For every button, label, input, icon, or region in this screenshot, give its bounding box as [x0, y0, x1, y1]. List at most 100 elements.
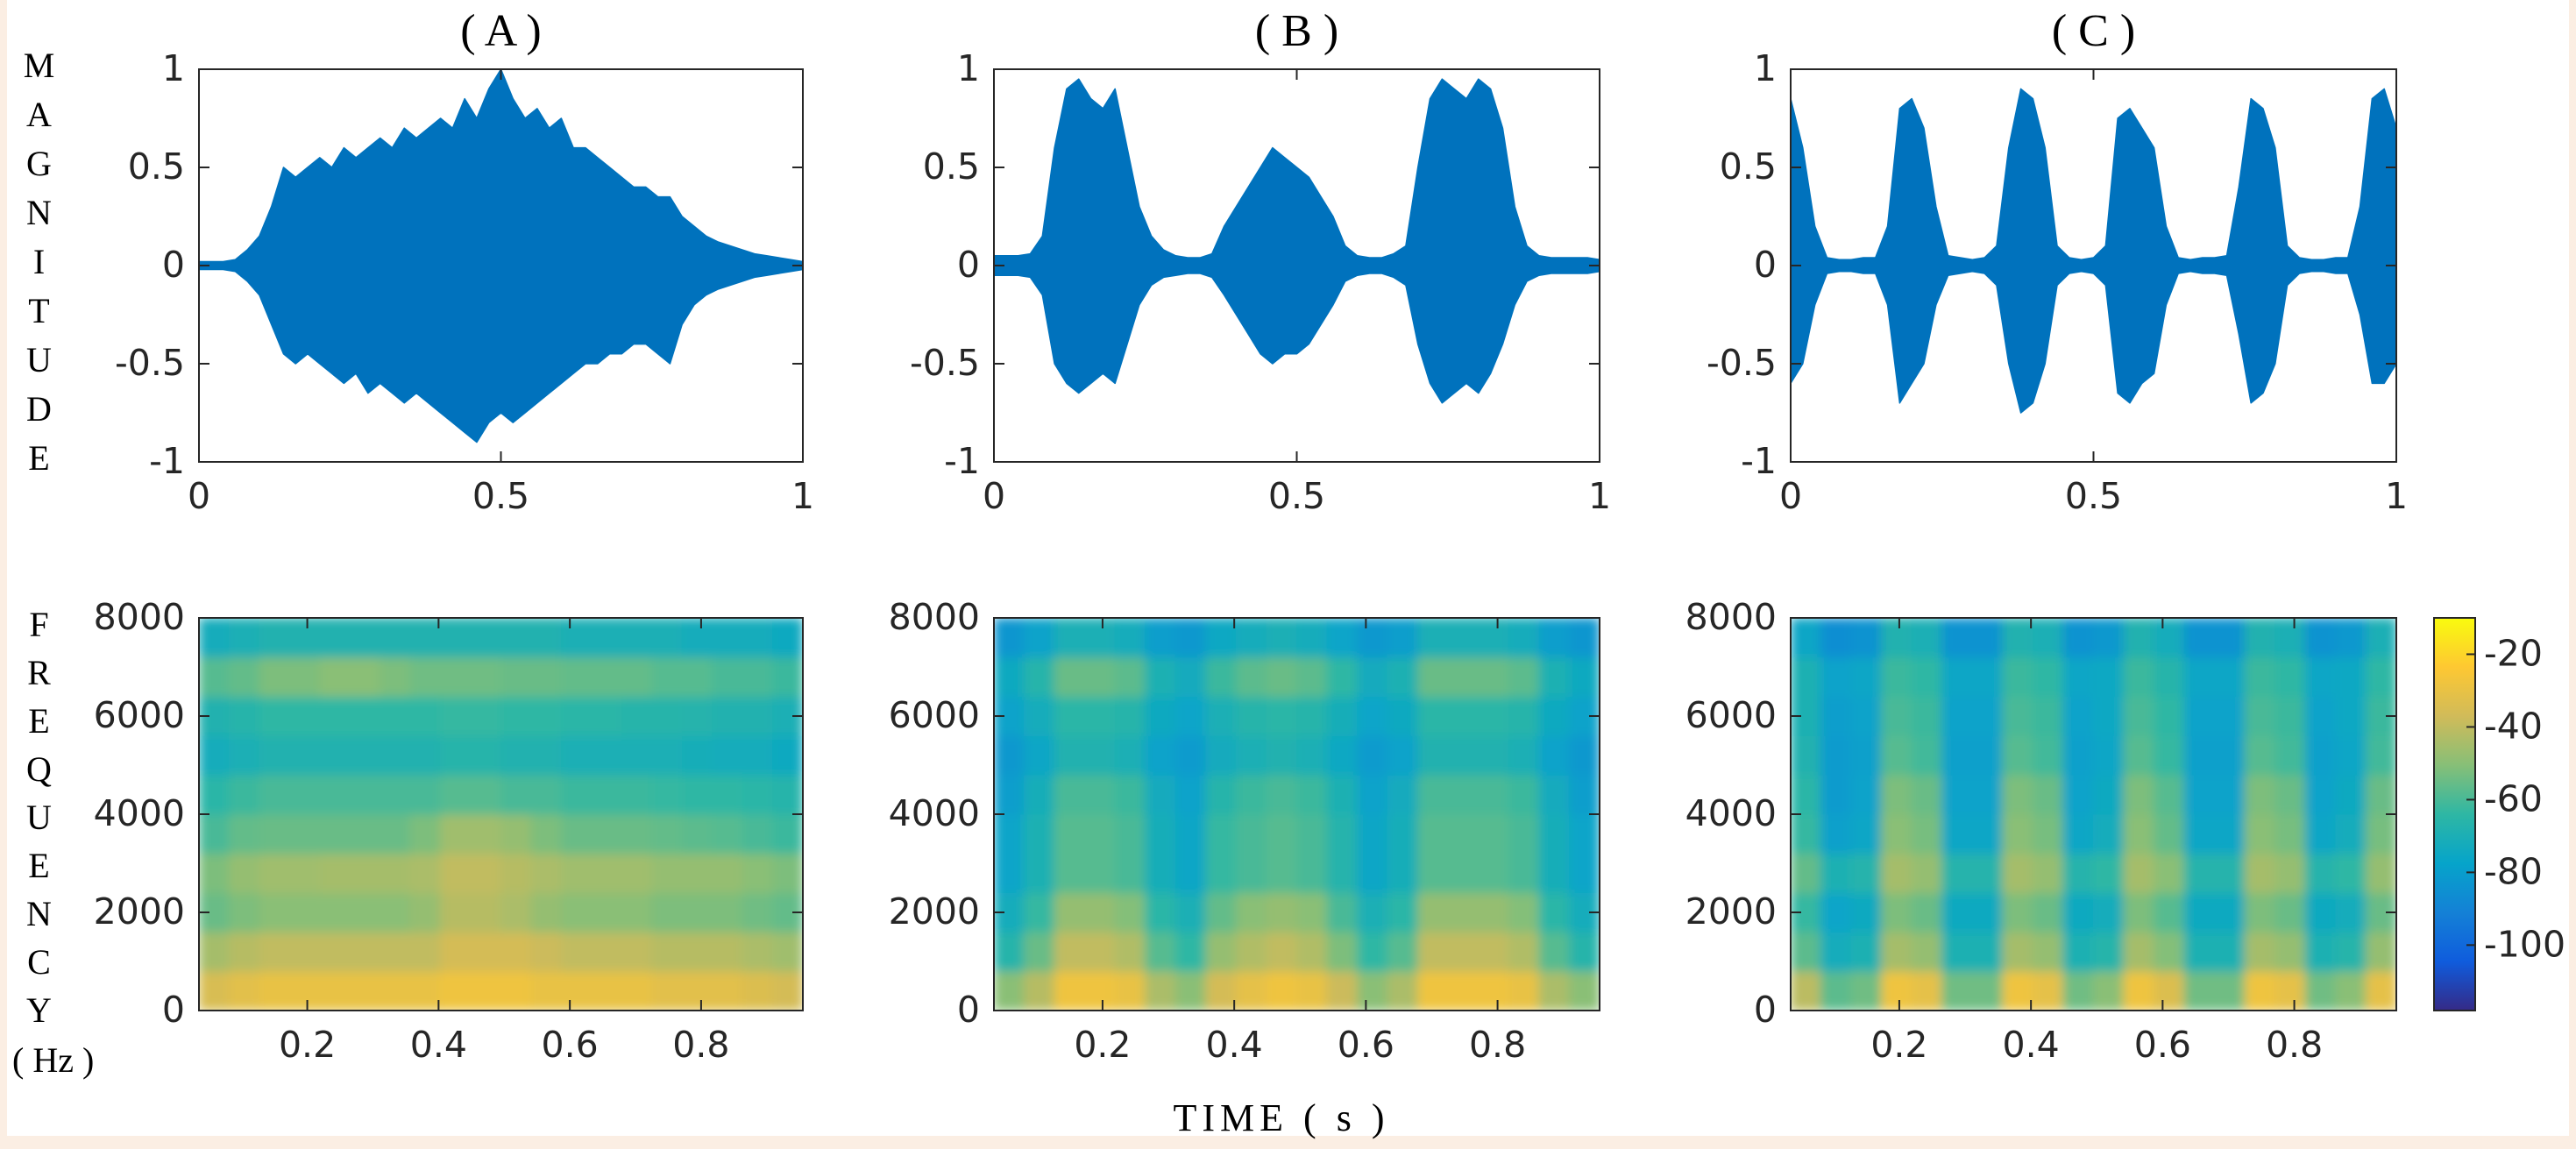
heatmap-cell	[591, 734, 622, 776]
heatmap-cell	[2093, 696, 2125, 736]
heatmap-cell	[1478, 734, 1509, 776]
heatmap-cell	[1357, 813, 1388, 855]
heatmap-cell	[2093, 970, 2125, 1011]
heatmap-cell	[319, 970, 351, 1011]
heatmap-cell	[1508, 853, 1540, 894]
heatmap-cell	[2062, 656, 2094, 698]
heatmap-cell	[1820, 774, 1852, 815]
heatmap-cell	[2002, 656, 2033, 698]
heatmap-cell	[1387, 931, 1419, 972]
heatmap-cell	[2214, 734, 2246, 776]
colorbar-tick-label: -100	[2484, 923, 2565, 965]
heatmap-cell	[1478, 813, 1509, 855]
heatmap-cell	[621, 774, 653, 815]
heatmap-cell	[591, 813, 622, 855]
heatmap-cell	[1357, 618, 1388, 658]
heatmap-cell	[1508, 931, 1540, 972]
heatmap-cell	[772, 618, 803, 658]
heatmap-cell	[1478, 618, 1509, 658]
heatmap-cell	[530, 734, 562, 776]
heatmap-cell	[2123, 970, 2155, 1011]
heatmap	[199, 618, 803, 1011]
heatmap-cell	[1820, 931, 1852, 972]
heatmap-cell	[1326, 813, 1359, 855]
heatmap-cell	[1417, 696, 1449, 736]
heatmap-cell	[591, 696, 622, 736]
heatmap-cell	[228, 656, 260, 698]
heatmap-cell	[1850, 970, 1883, 1011]
heatmap-cell	[1820, 892, 1852, 933]
heatmap-cell	[2365, 734, 2396, 776]
heatmap-cell	[1417, 774, 1449, 815]
heatmap-cell	[1266, 931, 1297, 972]
heatmap-cell	[1508, 813, 1540, 855]
heatmap-cell	[2244, 892, 2276, 933]
heatmap-cell	[1820, 853, 1852, 894]
x-tick-label: 0.5	[2065, 475, 2122, 517]
heatmap-cell	[1235, 734, 1267, 776]
heatmap-cell	[2304, 892, 2337, 933]
heatmap-cell	[1024, 970, 1055, 1011]
heatmap-cell	[1508, 970, 1540, 1011]
heatmap-cell	[2093, 853, 2125, 894]
heatmap-cell	[621, 931, 653, 972]
heatmap-cell	[1145, 696, 1176, 736]
heatmap-cell	[1971, 892, 2004, 933]
heatmap-cell	[2365, 931, 2396, 972]
heatmap-cell	[199, 734, 230, 776]
heatmap-cell	[1387, 970, 1419, 1011]
heatmap-cell	[1508, 696, 1540, 736]
heatmap-cell	[1447, 853, 1480, 894]
heatmap-cell	[591, 892, 622, 933]
heatmap-cell	[772, 970, 803, 1011]
heatmap-cell	[1145, 774, 1176, 815]
heatmap-cell	[1568, 656, 1600, 698]
heatmap-cell	[380, 931, 411, 972]
heatmap-cell	[1357, 931, 1388, 972]
heatmap-cell	[1205, 853, 1237, 894]
heatmap-cell	[1145, 970, 1176, 1011]
heatmap-cell	[2214, 892, 2246, 933]
heatmap-cell	[651, 734, 683, 776]
heatmap-cell	[712, 774, 743, 815]
heatmap-cell	[1911, 656, 1943, 698]
heatmap-cell	[1054, 853, 1086, 894]
heatmap-cell	[349, 970, 381, 1011]
x-tick-label: 0	[983, 475, 1005, 517]
heatmap-cell	[1538, 734, 1570, 776]
heatmap-cell	[530, 970, 562, 1011]
heatmap-cell	[651, 853, 683, 894]
heatmap-cell	[1941, 656, 1973, 698]
heatmap-cell	[470, 931, 501, 972]
heatmap-cell	[2183, 970, 2216, 1011]
heatmap-cell	[621, 656, 653, 698]
heatmap-cell	[1568, 931, 1600, 972]
heatmap-cell	[500, 734, 532, 776]
heatmap-cell	[1357, 774, 1388, 815]
heatmap-cell	[319, 853, 351, 894]
heatmap-cell	[2244, 656, 2276, 698]
heatmap-cell	[2123, 696, 2155, 736]
heatmap-cell	[1568, 618, 1600, 658]
y-axis-unit: ( Hz )	[12, 1040, 95, 1080]
heatmap-cell	[2123, 618, 2155, 658]
heatmap-cell	[681, 656, 713, 698]
heatmap-cell	[1145, 618, 1176, 658]
heatmap-cell	[2062, 734, 2094, 776]
heatmap-cell	[380, 656, 411, 698]
heatmap-cell	[2154, 618, 2185, 658]
heatmap-cell	[319, 696, 351, 736]
y-tick-label: 4000	[1685, 792, 1777, 834]
heatmap-cell	[2032, 734, 2064, 776]
heatmap-cell	[259, 813, 290, 855]
heatmap-cell	[2032, 656, 2064, 698]
heatmap-cell	[2304, 774, 2337, 815]
heatmap-cell	[712, 813, 743, 855]
heatmap-cell	[1911, 734, 1943, 776]
heatmap-cell	[1296, 618, 1328, 658]
heatmap-cell	[1820, 970, 1852, 1011]
heatmap-cell	[1478, 931, 1509, 972]
heatmap-cell	[1084, 931, 1116, 972]
heatmap-cell	[1538, 774, 1570, 815]
